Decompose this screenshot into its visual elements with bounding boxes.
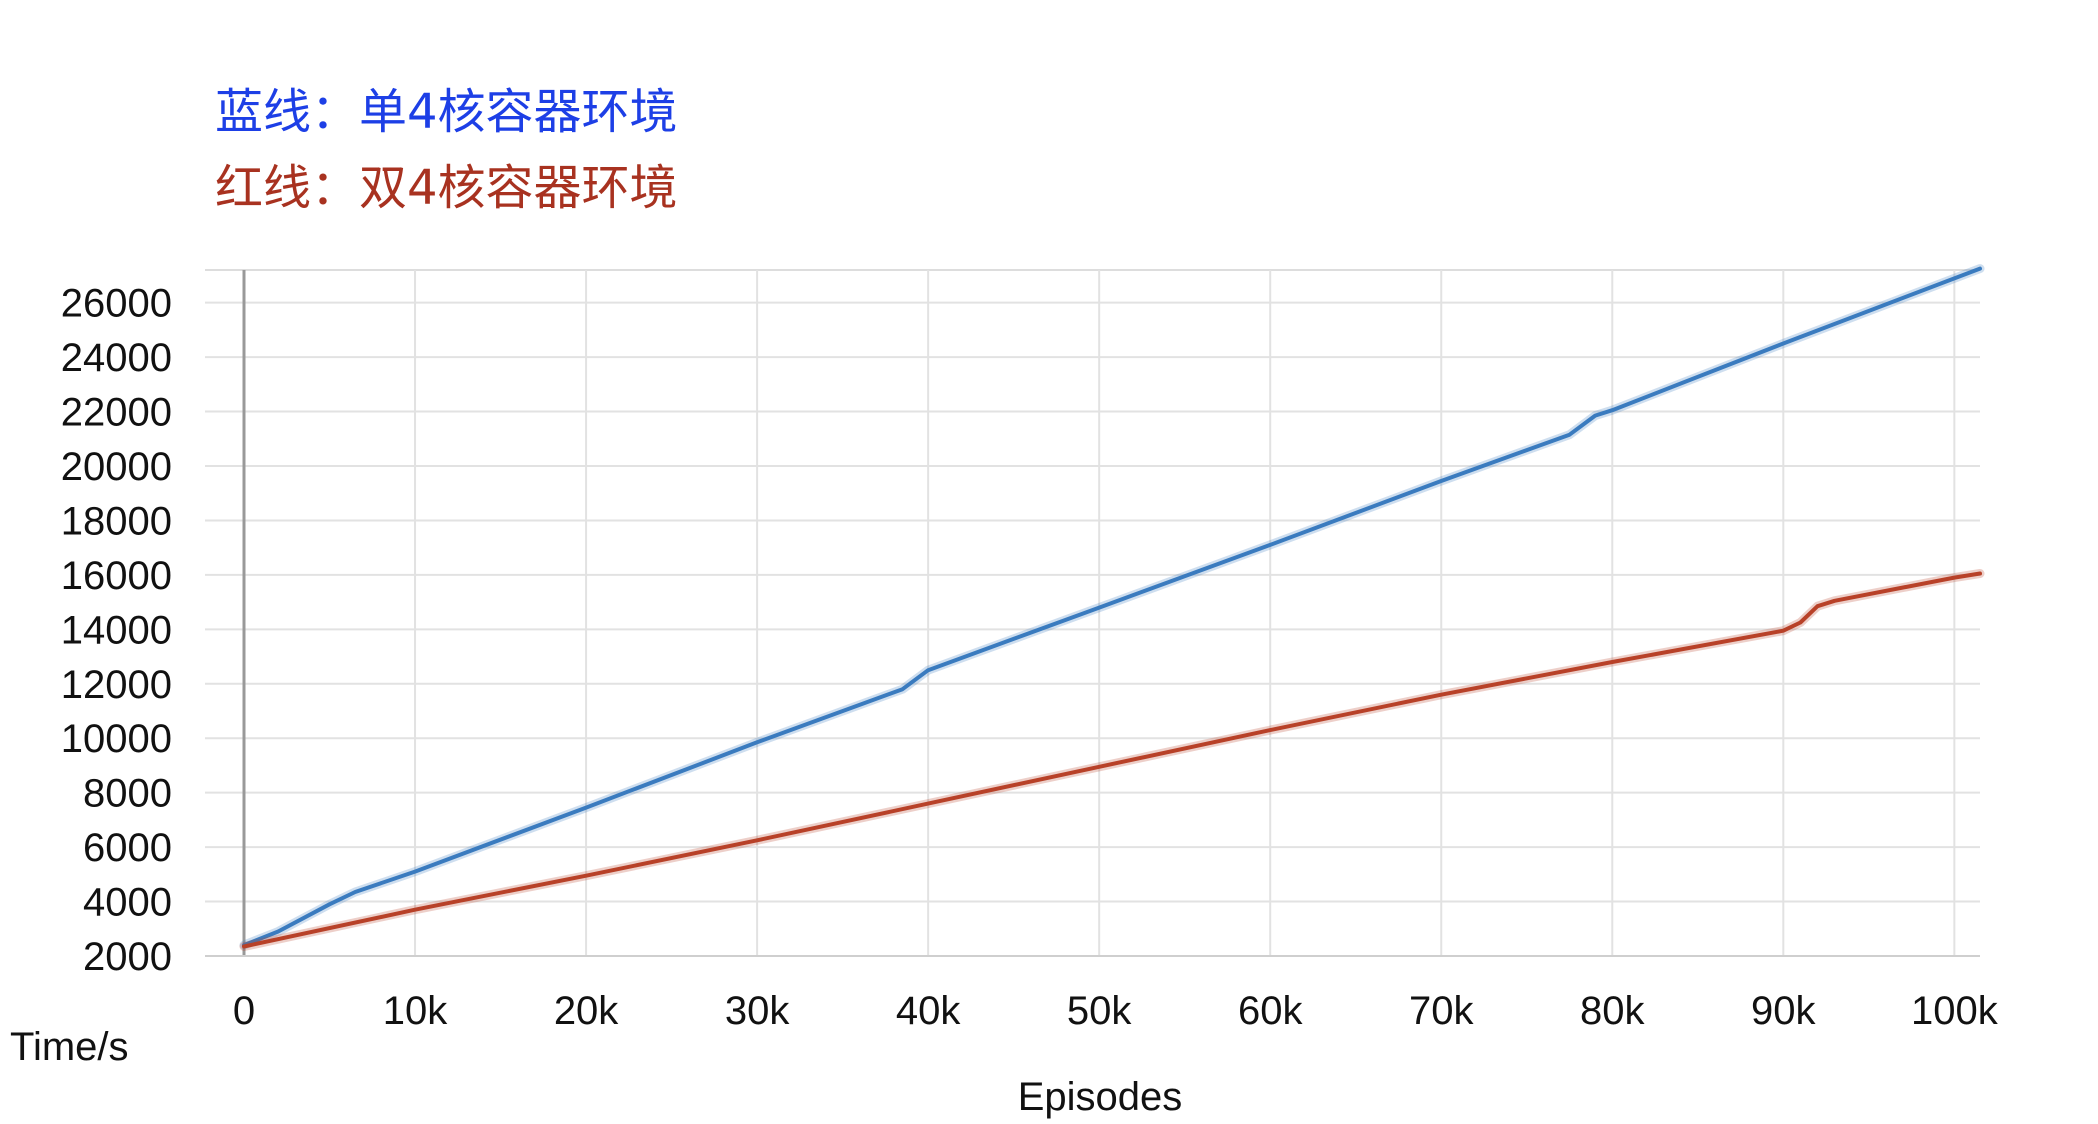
y-tick-label: 6000 (83, 826, 172, 870)
y-tick-label: 10000 (61, 717, 172, 761)
y-tick-label: 16000 (61, 554, 172, 598)
x-axis-title: Episodes (1018, 1075, 1183, 1119)
x-tick-label: 70k (1409, 989, 1474, 1033)
series-lines (239, 264, 1985, 951)
x-tick-label: 80k (1580, 989, 1645, 1033)
y-tick-label: 20000 (61, 445, 172, 489)
y-tick-label: 24000 (61, 336, 172, 380)
x-tick-label: 0 (233, 989, 255, 1033)
axes (205, 270, 1980, 957)
y-tick-label: 18000 (61, 499, 172, 543)
y-tick-label: 4000 (83, 881, 172, 925)
x-tick-label: 100k (1911, 989, 1999, 1033)
x-tick-label: 50k (1067, 989, 1132, 1033)
y-tick-label: 14000 (61, 608, 172, 652)
y-tick-label: 26000 (61, 282, 172, 326)
series-line-blue (242, 266, 1982, 948)
x-tick-label: 60k (1238, 989, 1303, 1033)
y-tick-label: 8000 (83, 772, 172, 816)
x-tick-label: 40k (896, 989, 961, 1033)
x-tick-label: 20k (554, 989, 619, 1033)
y-tick-label: 12000 (61, 663, 172, 707)
y-tick-label: 2000 (83, 935, 172, 979)
legend-entry-blue-line: 蓝线：单4核容器环境 (215, 84, 678, 140)
y-tick-label: 22000 (61, 391, 172, 435)
legend-entry-red-line: 红线：双4核容器环境 (215, 160, 678, 216)
series-line-red (242, 571, 1982, 949)
x-tick-label: 10k (383, 989, 448, 1033)
tick-labels: 2000 4000 6000 8000 10000 12000 14000 16000 1800… (61, 282, 1999, 1033)
x-tick-label: 90k (1751, 989, 1816, 1033)
x-tick-label: 30k (725, 989, 790, 1033)
y-axis-title: Time/s (10, 1025, 129, 1069)
